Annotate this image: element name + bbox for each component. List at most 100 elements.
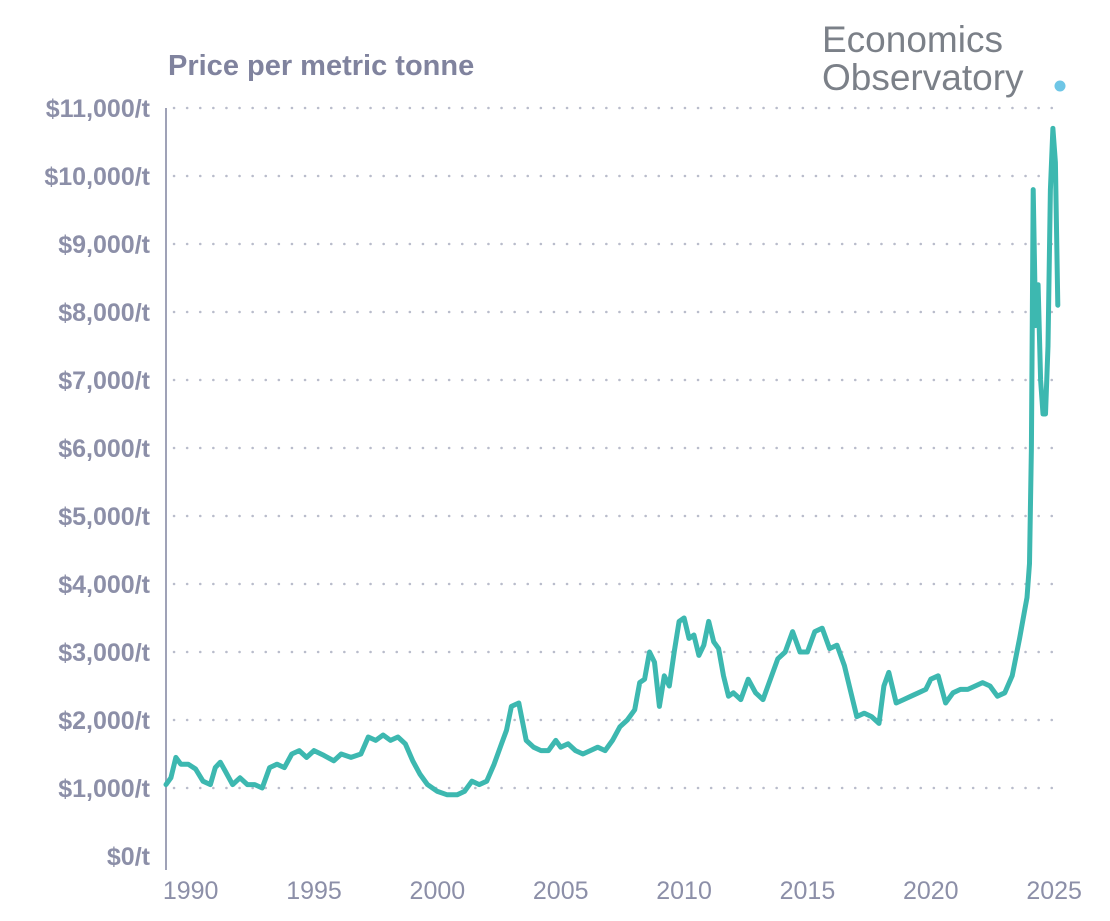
price-point xyxy=(754,691,758,695)
price-point xyxy=(682,616,686,620)
price-point xyxy=(798,650,802,654)
y-tick-label: $8,000/t xyxy=(58,299,150,327)
price-point xyxy=(418,772,422,776)
price-series-line xyxy=(163,125,1061,798)
price-point xyxy=(223,769,227,773)
price-point xyxy=(862,711,866,715)
price-point xyxy=(924,687,928,691)
price-point xyxy=(929,677,933,681)
price-point xyxy=(653,660,656,664)
price-point xyxy=(1039,378,1043,382)
price-point xyxy=(995,694,999,698)
price-point xyxy=(546,749,550,753)
price-point xyxy=(776,657,780,661)
y-tick-label: $6,000/t xyxy=(58,435,150,463)
price-point xyxy=(297,749,301,753)
price-point xyxy=(936,674,940,678)
price-point xyxy=(611,738,614,742)
price-point xyxy=(739,698,743,702)
price-point xyxy=(445,793,449,797)
price-point xyxy=(381,733,385,737)
x-tick-label: 1990 xyxy=(163,877,219,905)
price-point xyxy=(707,619,711,623)
price-point xyxy=(988,684,992,688)
price-point xyxy=(322,753,326,757)
price-point xyxy=(1048,188,1052,192)
price-point xyxy=(403,742,407,746)
price-point xyxy=(500,742,503,746)
price-point xyxy=(1044,412,1047,416)
price-point xyxy=(944,701,948,705)
price-point xyxy=(485,779,489,783)
price-point xyxy=(463,789,466,793)
price-point xyxy=(692,633,696,637)
price-point xyxy=(260,786,264,790)
brand-name-line1: Economics xyxy=(822,19,1003,60)
price-point xyxy=(539,749,543,753)
brand-dot-icon xyxy=(1054,80,1066,92)
price-point xyxy=(850,694,854,698)
price-point xyxy=(596,745,600,749)
price-point xyxy=(702,643,706,647)
series-layer xyxy=(163,125,1061,798)
x-tick-label: 2000 xyxy=(410,877,466,905)
price-point xyxy=(201,779,205,783)
price-point xyxy=(981,681,985,685)
price-point xyxy=(194,767,198,771)
price-point xyxy=(505,728,508,732)
price-point xyxy=(245,783,249,787)
price-point xyxy=(633,708,637,712)
x-axis-tick-labels: 1990 1995 2000 2005 2010 2015 2020 2025 xyxy=(163,877,1082,905)
price-point xyxy=(164,783,168,787)
price-point xyxy=(588,749,592,753)
price-point xyxy=(290,752,294,756)
price-point xyxy=(618,725,622,729)
price-point xyxy=(492,762,496,766)
price-point xyxy=(517,701,521,705)
price-point xyxy=(1031,188,1035,192)
price-point xyxy=(238,776,242,780)
price-point xyxy=(966,687,970,691)
price-point xyxy=(208,783,212,787)
price-point xyxy=(282,766,286,770)
price-point xyxy=(973,684,977,688)
price-point xyxy=(213,766,217,770)
price-point xyxy=(581,752,585,756)
price-point xyxy=(761,698,765,702)
price-point xyxy=(470,779,474,783)
price-point xyxy=(697,653,701,657)
x-tick-label: 2020 xyxy=(903,877,959,905)
price-point xyxy=(332,759,336,763)
price-point xyxy=(783,650,787,654)
price-point xyxy=(169,776,173,780)
price-point xyxy=(1041,412,1045,416)
price-point xyxy=(805,650,809,654)
y-tick-label: $9,000/t xyxy=(58,231,150,259)
price-point xyxy=(657,704,661,708)
price-point xyxy=(312,749,316,753)
x-tick-label: 2025 xyxy=(1026,877,1082,905)
x-tick-label: 2005 xyxy=(533,877,589,905)
price-point xyxy=(455,793,459,797)
price-point xyxy=(662,674,666,678)
price-point xyxy=(625,718,629,722)
price-point xyxy=(349,755,353,759)
price-point xyxy=(643,677,647,681)
price-point xyxy=(909,694,913,698)
price-point xyxy=(566,742,570,746)
price-point xyxy=(916,691,920,695)
price-point xyxy=(253,783,257,787)
price-point xyxy=(1056,303,1060,307)
price-point xyxy=(677,619,681,623)
price-point xyxy=(305,755,309,759)
price-point xyxy=(396,735,400,739)
price-point xyxy=(887,670,891,674)
chart-title: Price per metric tonne xyxy=(168,50,474,82)
price-point xyxy=(1053,160,1057,164)
price-point xyxy=(1046,344,1050,348)
price-point xyxy=(366,735,370,739)
price-point xyxy=(672,650,676,654)
price-point xyxy=(509,704,513,708)
